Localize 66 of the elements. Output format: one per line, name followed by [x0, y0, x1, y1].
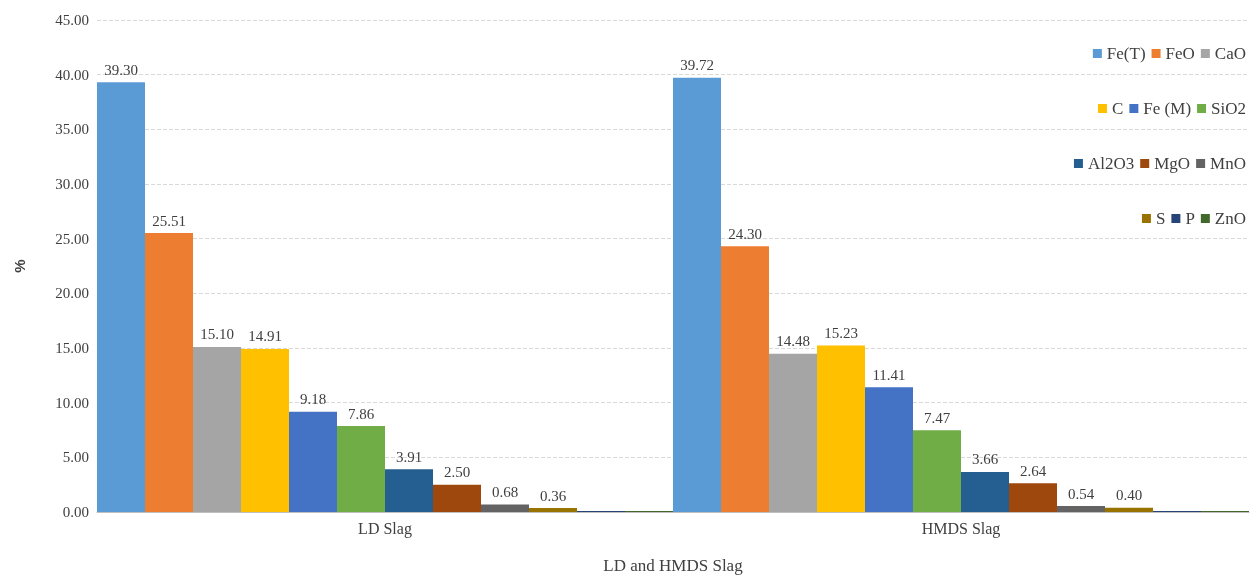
- bar: [913, 430, 961, 512]
- bar: [769, 353, 817, 512]
- bar: [961, 471, 1009, 512]
- y-tick-label: 10.00: [55, 394, 89, 411]
- data-label: 0.68: [491, 484, 519, 501]
- bar: [241, 348, 289, 512]
- x-axis-title: LD and HMDS Slag: [603, 556, 744, 575]
- legend-label: MnO: [1210, 154, 1247, 173]
- data-label: 24.30: [728, 225, 762, 242]
- bar: [865, 387, 913, 512]
- bar: [1057, 506, 1105, 512]
- bar: [289, 411, 337, 512]
- bar: [145, 233, 193, 512]
- data-label: 11.41: [872, 366, 906, 383]
- bar: [385, 469, 433, 512]
- legend-label: MgO: [1154, 154, 1191, 173]
- legend-label: FeO: [1165, 44, 1195, 63]
- bar: [721, 246, 769, 512]
- legend-label: Fe (M): [1143, 99, 1192, 118]
- bar: [97, 82, 145, 512]
- bar: [1105, 507, 1153, 512]
- bar: [673, 77, 721, 512]
- y-tick-label: 35.00: [55, 121, 89, 138]
- y-tick-label: 5.00: [62, 449, 89, 466]
- x-tick-label: LD Slag: [358, 519, 412, 538]
- y-tick-label: 30.00: [55, 176, 89, 192]
- y-tick-label: 20.00: [55, 285, 89, 302]
- bar: [529, 508, 577, 512]
- x-tick-label: HMDS Slag: [921, 519, 1001, 538]
- legend-label: P: [1185, 209, 1195, 228]
- legend-label: S: [1155, 209, 1166, 228]
- bar: [481, 504, 529, 512]
- data-label: 14.91: [248, 328, 282, 345]
- data-label: 15.23: [824, 324, 858, 341]
- legend-label: ZnO: [1214, 209, 1247, 228]
- data-label: 15.10: [200, 326, 234, 343]
- bar: [193, 346, 241, 512]
- data-label: 3.91: [395, 448, 423, 465]
- data-label: 2.64: [1019, 462, 1047, 479]
- y-tick-label: 25.00: [55, 230, 89, 247]
- data-label: 7.86: [347, 405, 375, 422]
- data-label: 9.18: [299, 391, 327, 408]
- data-label: 39.72: [680, 57, 714, 74]
- data-label: 14.48: [776, 333, 810, 350]
- bar: [337, 426, 385, 512]
- bar: [1009, 483, 1057, 512]
- data-label: 3.66: [971, 451, 999, 468]
- data-label: 0.54: [1067, 485, 1095, 502]
- legend-label: CaO: [1214, 44, 1247, 63]
- legend-label: Fe(T): [1106, 44, 1146, 63]
- y-tick-label: 0.00: [62, 504, 89, 520]
- data-label: 0.36: [539, 487, 567, 504]
- y-tick-label: 40.00: [55, 66, 89, 83]
- data-label: 25.51: [152, 212, 186, 229]
- data-label: 7.47: [923, 409, 951, 426]
- data-label: 39.30: [104, 61, 138, 78]
- y-tick-label: 45.00: [55, 12, 89, 28]
- legend-label: C: [1112, 99, 1124, 118]
- legend-label: Al2O3: [1087, 154, 1135, 173]
- bar: [433, 484, 481, 512]
- data-label: 2.50: [443, 464, 471, 481]
- y-axis-title: %: [11, 259, 28, 273]
- legend-label: SiO2: [1211, 99, 1247, 118]
- y-tick-label: 15.00: [55, 340, 89, 356]
- data-label: 0.40: [1115, 487, 1143, 504]
- bar: [817, 345, 865, 512]
